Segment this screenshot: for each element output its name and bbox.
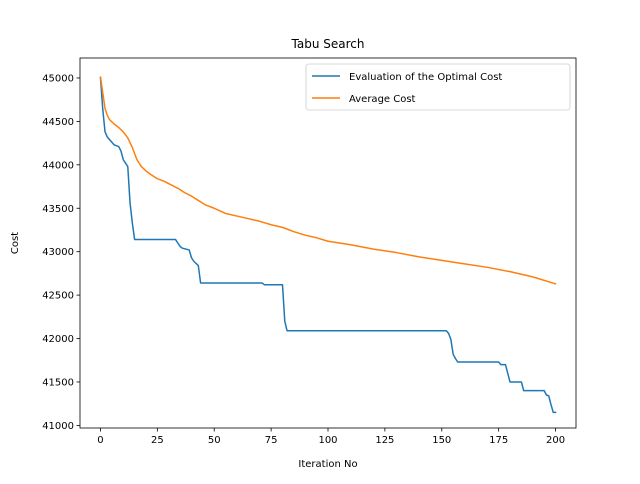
- x-tick-label: 100: [318, 435, 337, 446]
- x-tick-label: 175: [489, 435, 508, 446]
- y-tick-label: 42500: [42, 291, 74, 302]
- legend: Evaluation of the Optimal Cost Average Co…: [305, 63, 571, 111]
- plot-area: 0 25 50 75 100 125 150 175 200 41000 41500 42000 425…: [42, 57, 577, 446]
- x-tick-label: 200: [546, 435, 565, 446]
- legend-label-1: Evaluation of the Optimal Cost: [349, 72, 502, 83]
- y-tick-label: 42000: [42, 334, 74, 345]
- y-tick-label: 45000: [42, 73, 74, 84]
- series-line-2: [99, 76, 557, 285]
- y-tick-label: 41000: [42, 421, 74, 432]
- x-tick-label: 150: [432, 435, 451, 446]
- x-tick-label: 75: [265, 435, 278, 446]
- y-tick-label: 43000: [42, 247, 74, 258]
- x-tick-label: 25: [151, 435, 164, 446]
- x-tick-label: 50: [208, 435, 221, 446]
- x-axis-label: Iteration No: [298, 459, 357, 470]
- y-axis-label: Cost: [10, 232, 21, 254]
- y-tick-label: 43500: [42, 204, 74, 215]
- x-tick-label: 0: [97, 435, 103, 446]
- x-tick-label: 125: [375, 435, 394, 446]
- legend-label-2: Average Cost: [349, 94, 416, 105]
- y-tick-label: 44500: [42, 117, 74, 128]
- series-line-1: [99, 77, 557, 414]
- chart-title: Tabu Search: [291, 37, 365, 51]
- y-tick-label: 44000: [42, 160, 74, 171]
- y-tick-label: 41500: [42, 377, 74, 388]
- legend-box: [305, 63, 571, 111]
